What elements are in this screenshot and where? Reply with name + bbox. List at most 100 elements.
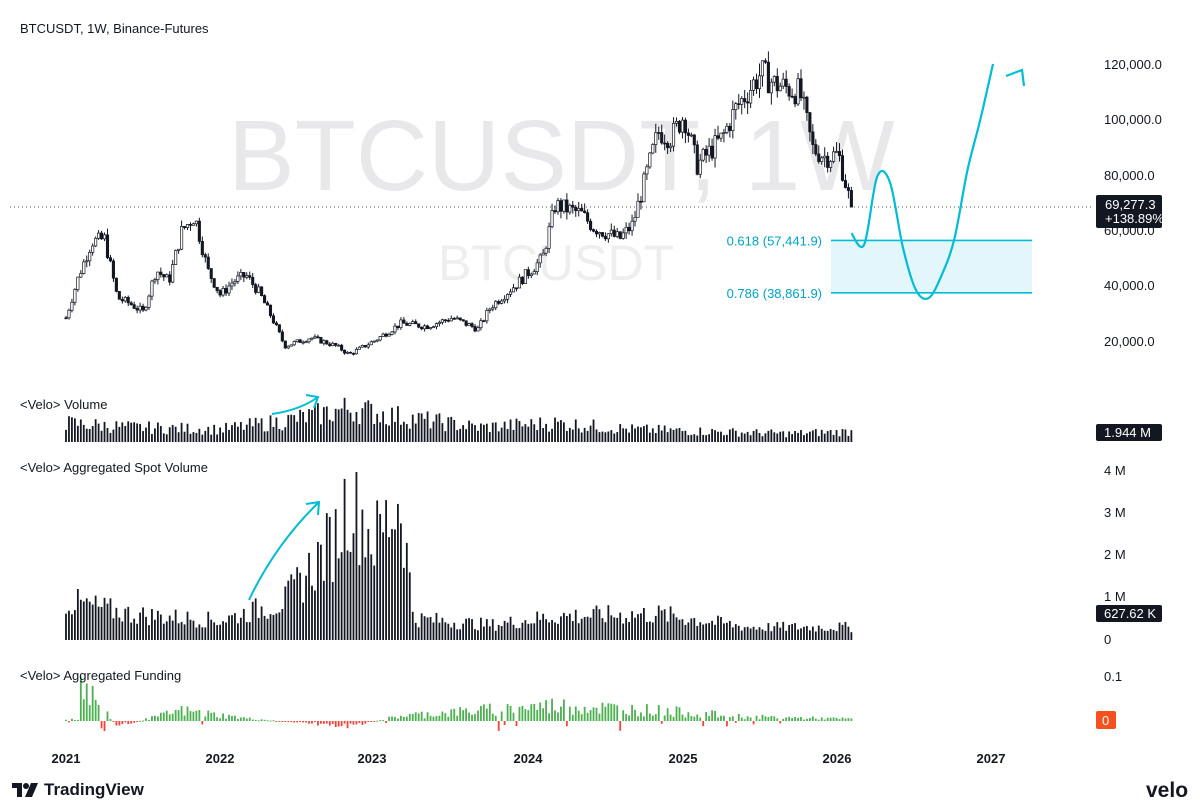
spot-pane-title[interactable]: <Velo> Aggregated Spot Volume <box>20 460 208 475</box>
spot-volume-bar <box>204 627 207 640</box>
spot-volume-bar <box>826 630 829 640</box>
volume-bar <box>361 408 364 442</box>
volume-bar <box>518 421 521 442</box>
spot-volume-bar <box>533 623 536 640</box>
spot-volume-bar <box>823 630 826 640</box>
volume-pane-title[interactable]: <Velo> Volume <box>20 397 108 412</box>
spot-volume-bar <box>85 598 88 640</box>
spot-volume-bar <box>376 500 379 640</box>
funding-bar-positive <box>708 716 711 721</box>
funding-bar-negative <box>515 721 518 727</box>
candle-body <box>680 119 684 133</box>
candle-body <box>236 275 240 282</box>
spot-volume-bar <box>183 624 186 640</box>
candle-body <box>206 256 210 269</box>
volume-bar <box>503 421 506 442</box>
funding-bar-negative <box>373 721 376 722</box>
spot-volume-bar <box>284 586 287 640</box>
spot-volume-bar <box>130 622 133 640</box>
candle-body <box>114 277 118 292</box>
candle-body <box>165 274 169 278</box>
volume-bar <box>794 431 796 442</box>
volume-bar <box>154 428 156 442</box>
funding-bar-negative <box>290 721 293 723</box>
time-axis[interactable]: 2021 2022 2023 2024 2025 2026 2027 <box>52 751 1006 766</box>
volume-bar <box>610 430 613 442</box>
candle-body <box>820 157 824 162</box>
candle-body <box>129 302 133 306</box>
candle-body <box>334 342 338 346</box>
funding-bar-positive <box>782 718 785 721</box>
volume-bar <box>260 418 263 442</box>
volume-bar <box>447 417 450 442</box>
volume-bar <box>391 407 393 442</box>
funding-bar-positive <box>728 717 731 721</box>
volume-bar <box>808 431 811 442</box>
price-axis[interactable]: 120,000.0 100,000.0 80,000.0 60,000.0 40… <box>1104 57 1162 349</box>
funding-bar-positive <box>65 719 67 721</box>
projection-path[interactable] <box>850 63 995 301</box>
velo-logo[interactable]: velo <box>1146 779 1189 802</box>
funding-bar-negative <box>497 721 500 731</box>
spot-volume-bar <box>388 537 390 640</box>
fib-zone[interactable] <box>831 240 1032 293</box>
spot-volume-bar <box>681 619 684 640</box>
funding-bar-positive <box>165 710 168 721</box>
candle-body <box>666 142 670 149</box>
spot-volume-bar <box>794 623 796 640</box>
spot-volume-bar <box>746 626 749 640</box>
funding-bar-positive <box>272 720 275 722</box>
candle-body <box>464 320 468 326</box>
funding-bar-positive <box>705 712 708 721</box>
volume-bar <box>429 428 432 442</box>
volume-bar <box>311 410 313 442</box>
volume-bar <box>548 431 550 442</box>
candle-body <box>642 173 646 203</box>
funding-bar-negative <box>68 721 70 723</box>
spot-volume-bar <box>299 572 302 640</box>
spot-current-tag <box>1096 605 1162 622</box>
funding-bar-negative <box>779 721 782 724</box>
volume-trend-arrow[interactable] <box>271 394 320 415</box>
volume-bar <box>758 432 761 442</box>
volume-bar <box>755 429 758 442</box>
funding-bar-positive <box>465 708 467 721</box>
spot-trend-arrow[interactable] <box>248 500 321 601</box>
funding-bar-positive <box>195 710 198 721</box>
candle-body <box>520 276 524 284</box>
candle-body <box>787 86 791 97</box>
candle-body <box>808 112 812 133</box>
volume-bar <box>130 422 133 442</box>
candle-body <box>704 149 708 156</box>
spot-volume-bar <box>557 623 559 640</box>
candle-body <box>340 344 344 351</box>
funding-bar-positive <box>509 705 512 721</box>
spot-axis[interactable]: 4 M 3 M 2 M 1 M 0 <box>1104 463 1126 647</box>
candle-body <box>559 200 563 212</box>
funding-bar-negative <box>293 721 296 723</box>
funding-bar-positive <box>687 712 690 721</box>
symbol-title[interactable]: BTCUSDT, 1W, Binance-Futures <box>20 21 209 36</box>
funding-bar-positive <box>426 712 429 721</box>
candle-body <box>426 325 430 330</box>
funding-bar-positive <box>749 717 752 721</box>
spot-volume-bar <box>423 616 426 640</box>
candle-body <box>802 96 806 99</box>
tradingview-logo[interactable]: TradingView <box>12 780 144 800</box>
funding-bar-positive <box>97 705 100 721</box>
volume-bar <box>124 425 127 442</box>
spot-volume-bar <box>260 606 263 640</box>
candle-body <box>245 275 249 278</box>
spot-volume-bar <box>382 532 385 640</box>
volume-bar <box>275 417 278 442</box>
volume-bar <box>737 436 740 442</box>
projection-arrowhead[interactable] <box>1005 68 1026 87</box>
spot-volume-bar <box>180 621 183 640</box>
funding-bar-positive <box>177 710 180 721</box>
candle-body <box>73 289 77 303</box>
funding-pane-title[interactable]: <Velo> Aggregated Funding <box>20 668 182 683</box>
spot-volume-bar <box>838 622 841 640</box>
spot-volume-bar <box>447 623 450 640</box>
candle-body <box>633 216 637 222</box>
